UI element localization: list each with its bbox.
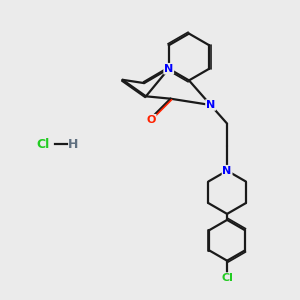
Text: Cl: Cl	[221, 273, 233, 283]
Text: Cl: Cl	[36, 137, 49, 151]
Text: N: N	[206, 100, 215, 110]
Text: N: N	[164, 64, 173, 74]
Text: H: H	[68, 137, 78, 151]
Text: O: O	[146, 115, 156, 125]
Text: N: N	[223, 166, 232, 176]
